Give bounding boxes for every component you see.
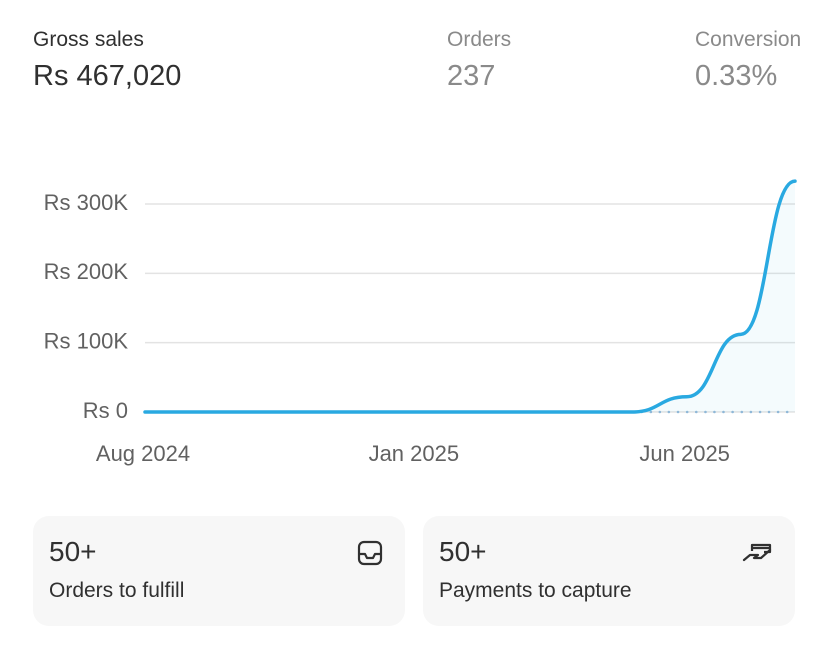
metric-value: Rs 467,020 (33, 60, 182, 92)
card-orders-to-fulfill[interactable]: 50+ Orders to fulfill (33, 516, 405, 626)
x-tick-label: Aug 2024 (96, 441, 190, 466)
x-tick-label: Jun 2025 (639, 441, 730, 466)
metric-value: 0.33% (695, 60, 778, 92)
card-label: Orders to fulfill (49, 579, 185, 602)
card-payments-to-capture[interactable]: 50+ Payments to capture (423, 516, 795, 626)
series-line (143, 179, 797, 414)
x-tick-label: Jan 2025 (369, 441, 460, 466)
metric-conversion[interactable]: Conversion 0.33% (695, 26, 801, 96)
inbox-icon (357, 540, 383, 566)
metric-label: Gross sales (33, 28, 144, 51)
y-tick-label: Rs 300K (44, 190, 129, 215)
card-label: Payments to capture (439, 579, 632, 602)
chart: Rs 0 Rs 100K Rs 200K Rs 300K Aug 2024 Jan 202… (44, 179, 797, 466)
card-count: 50+ (439, 536, 487, 567)
payment-icon (742, 543, 772, 562)
y-tick-label: Rs 200K (44, 259, 129, 284)
metric-label: Orders (447, 28, 512, 51)
card-count: 50+ (49, 536, 97, 567)
metric-label: Conversion (695, 28, 802, 51)
metric-orders[interactable]: Orders 237 (447, 26, 511, 96)
area-fill (145, 181, 795, 412)
y-tick-label: Rs 0 (83, 398, 128, 423)
metric-gross-sales[interactable]: Gross sales Rs 467,020 (33, 26, 181, 96)
metric-value: 237 (447, 60, 496, 92)
y-tick-label: Rs 100K (44, 328, 129, 353)
